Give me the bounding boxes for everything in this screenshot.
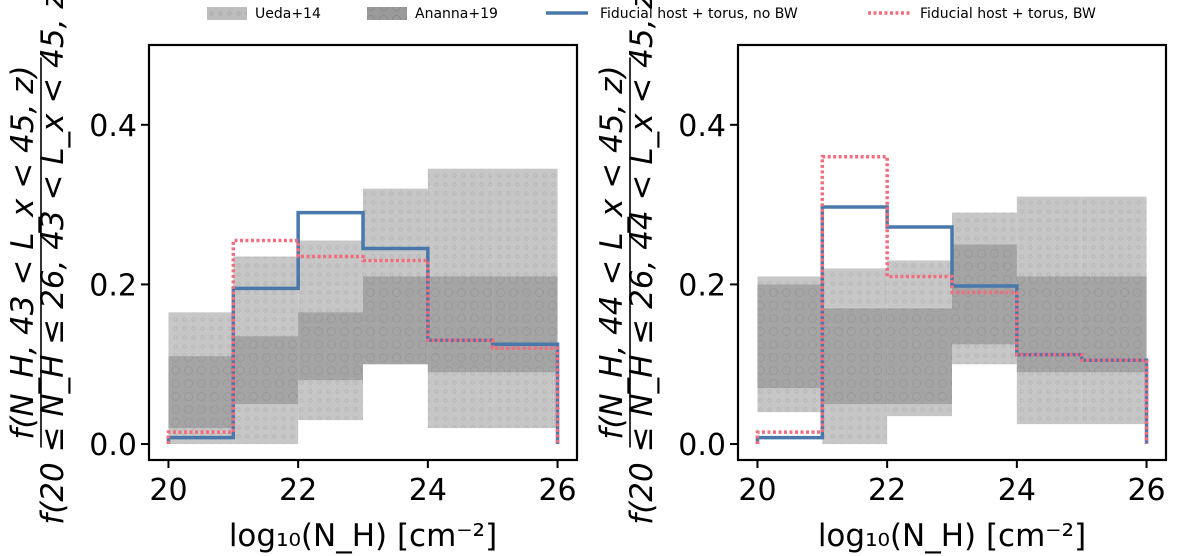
band-bin	[427, 276, 493, 373]
band-bin	[1081, 276, 1147, 373]
band-bin	[757, 284, 823, 389]
band-bin	[168, 356, 234, 429]
y-axis-label-numerator: f(N_H, 44 < L_x < 45, z)	[594, 65, 630, 439]
y-tick-label: 0.4	[89, 109, 137, 144]
legend-label: Ueda+14	[255, 6, 321, 22]
band-series	[757, 244, 1147, 405]
legend-label: Ananna+19	[415, 6, 498, 22]
band-bin	[952, 244, 1017, 345]
legend-entry: Fiducial host + torus, no BW	[546, 6, 798, 22]
band-bin	[492, 276, 558, 373]
x-tick-label: 20	[738, 473, 776, 508]
legend: Ueda+14 Ananna+19 Fiducial host + torus, n…	[207, 6, 1096, 22]
band-bin	[822, 308, 888, 405]
x-tick-label: 24	[409, 473, 447, 508]
legend-entry: Ananna+19	[367, 6, 498, 22]
step-line-bw	[166, 238, 560, 445]
y-tick-label: 0.0	[678, 428, 726, 463]
x-tick-label: 20	[149, 473, 187, 508]
y-tick-label: 0.4	[678, 109, 726, 144]
x-axis-label: log₁₀(N_H) [cm⁻²]	[229, 518, 497, 554]
band-bin	[233, 336, 299, 405]
chart-panel-left: 20 22 24 26 0.0 0.2 0.4 log₁₀(N_H) [cm⁻²] f(N_H,…	[5, 0, 579, 554]
x-axis-label: log₁₀(N_H) [cm⁻²]	[818, 518, 1086, 554]
band-bin	[887, 308, 952, 405]
chart-panel-right: 20 22 24 26 0.0 0.2 0.4 log₁₀(N_H) [cm⁻²] f(N_H,…	[594, 0, 1168, 554]
x-tick-label: 22	[868, 473, 906, 508]
band-series	[168, 276, 558, 429]
x-tick-label: 22	[279, 473, 317, 508]
legend-label: Fiducial host + torus, BW	[920, 6, 1096, 22]
legend-swatch	[367, 7, 407, 20]
step-line-bw	[755, 154, 1149, 445]
legend-label: Fiducial host + torus, no BW	[600, 6, 798, 22]
x-tick-label: 26	[538, 473, 576, 508]
y-axis-label-denominator: f(20 ≤ N_H ≤ 26, 44 < L_x < 45, z)	[624, 0, 660, 525]
plot-frame	[736, 43, 1168, 462]
legend-entry: Ueda+14	[207, 6, 321, 22]
band-bin	[363, 276, 428, 365]
legend-swatch	[207, 7, 247, 20]
x-tick-label: 26	[1127, 473, 1165, 508]
y-axis-label-numerator: f(N_H, 43 < L_x < 45, z)	[5, 65, 41, 439]
legend-entry: Fiducial host + torus, BW	[868, 6, 1096, 22]
band-bin	[298, 312, 363, 381]
x-tick-label: 24	[998, 473, 1036, 508]
y-tick-label: 0.2	[678, 268, 726, 303]
y-tick-label: 0.0	[89, 428, 137, 463]
band-bin	[1016, 276, 1082, 373]
y-axis-label-denominator: f(20 ≤ N_H ≤ 26, 43 < L_x < 45, z)	[35, 0, 71, 525]
plot-frame	[147, 43, 579, 462]
y-tick-label: 0.2	[89, 268, 137, 303]
